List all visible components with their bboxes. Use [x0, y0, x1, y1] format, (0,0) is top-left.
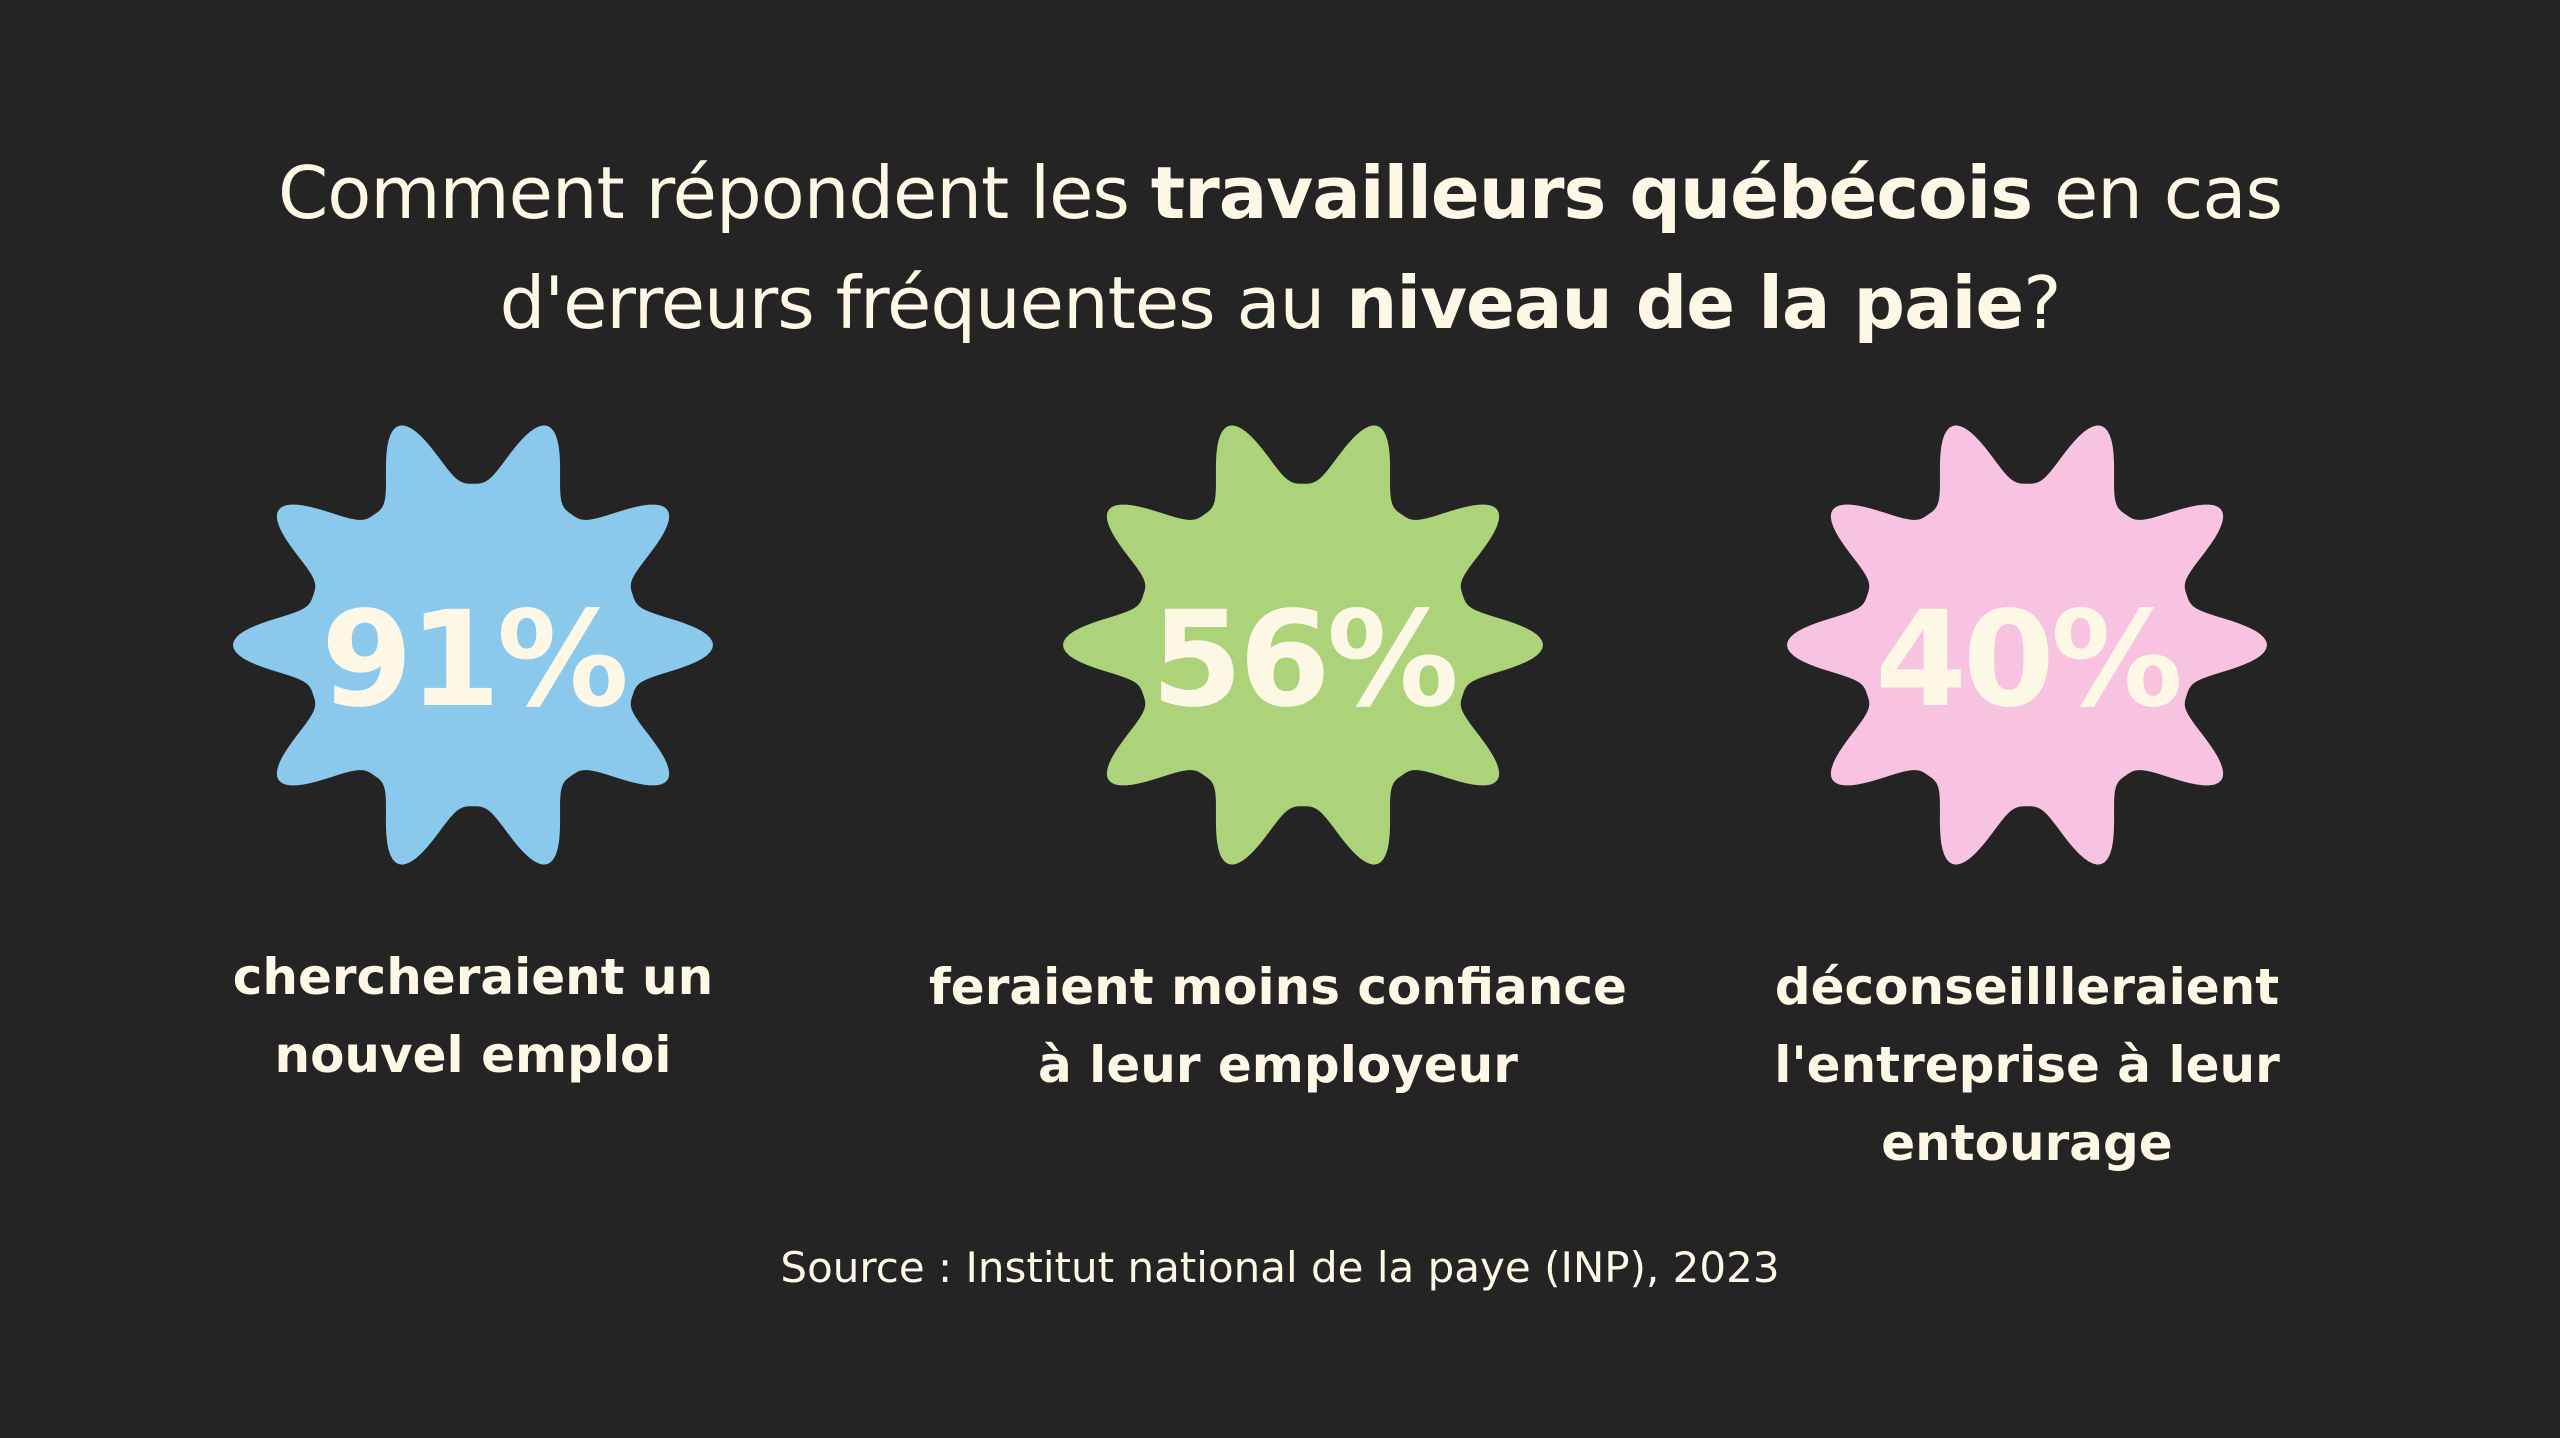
starburst-shape [1063, 425, 1543, 865]
stat-caption-3: déconseillleraient l'entreprise à leur e… [1774, 958, 2280, 1172]
stat-badge-3: 40% [1782, 410, 2272, 880]
stat-value: 91% [321, 583, 629, 737]
source-note: Source : Institut national de la paye (I… [780, 1243, 1780, 1292]
stat-value: 40% [1875, 583, 2183, 737]
stat-caption-1: chercheraient un nouvel emploi [232, 948, 714, 1084]
starburst-shape [233, 425, 713, 865]
headline-emphasis-pay: niveau de la paie [1346, 261, 2024, 345]
starburst-shape [1787, 425, 2267, 865]
stat-badge-1: 91% [228, 410, 718, 880]
headline-line-1: Comment répondent les travailleurs québé… [278, 151, 2283, 235]
headline-emphasis-workers: travailleurs québécois [1150, 151, 2033, 235]
headline-line-2: d'erreurs fréquentes au niveau de la pai… [499, 261, 2062, 345]
stat-caption-2: feraient moins confiance à leur employeu… [929, 958, 1627, 1094]
headline: Comment répondent les travailleurs québé… [0, 138, 2560, 358]
stat-value: 56% [1151, 583, 1459, 737]
stat-badge-2: 56% [1058, 410, 1548, 880]
